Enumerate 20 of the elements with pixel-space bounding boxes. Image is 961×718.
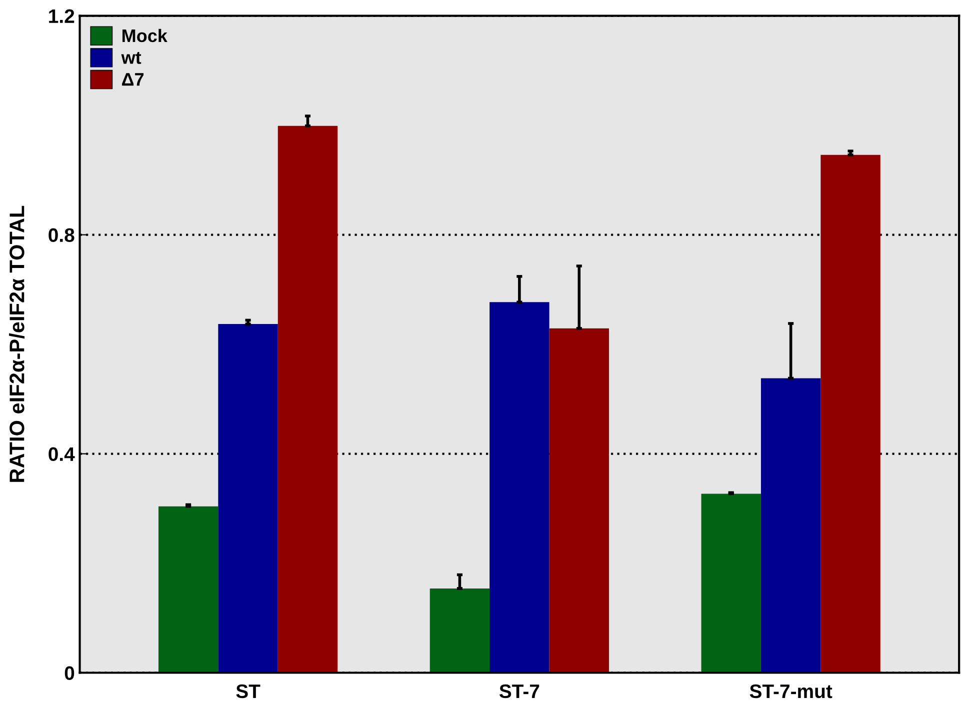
bar [158,506,218,673]
bar [490,302,550,673]
legend-label: wt [121,52,142,64]
y-axis-title: RATIO eIF2α-P/eIF2α TOTAL [9,206,25,482]
x-tick-label: ST-7-mut [750,684,832,698]
legend-label: Mock [122,28,168,42]
legend-label: Δ7 [122,73,144,86]
bar [549,328,609,673]
bar [820,154,880,673]
y-tick-label: 0.8 [48,228,74,242]
bar [278,126,338,673]
bar [218,324,278,673]
x-tick-label: ST-7 [499,684,540,698]
bar [701,494,761,673]
bar [760,378,821,673]
x-tick-label: ST [236,684,260,698]
y-tick-label: 0 [64,666,74,680]
bar [430,588,490,673]
y-tick-label: 0.4 [48,447,75,462]
y-tick-label: 1.2 [49,9,74,23]
